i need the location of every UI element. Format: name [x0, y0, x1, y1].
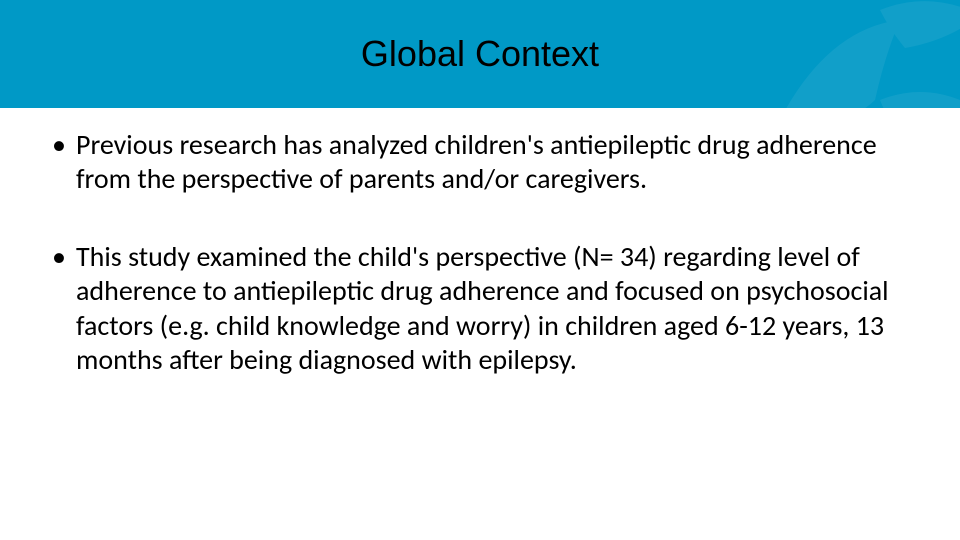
bullet-text: Previous research has analyzed children'…	[76, 128, 900, 196]
bullet-item: • Previous research has analyzed childre…	[48, 128, 900, 196]
bullet-item: • This study examined the child's perspe…	[48, 240, 900, 377]
slide-title: Global Context	[361, 33, 599, 75]
logo-accent-icon	[730, 0, 960, 108]
bullet-text: This study examined the child's perspect…	[76, 240, 900, 377]
slide: Global Context • Previous research has a…	[0, 0, 960, 540]
bullet-dot-icon: •	[48, 240, 76, 274]
title-band: Global Context	[0, 0, 960, 108]
bullet-dot-icon: •	[48, 128, 76, 162]
content-area: • Previous research has analyzed childre…	[48, 128, 900, 377]
